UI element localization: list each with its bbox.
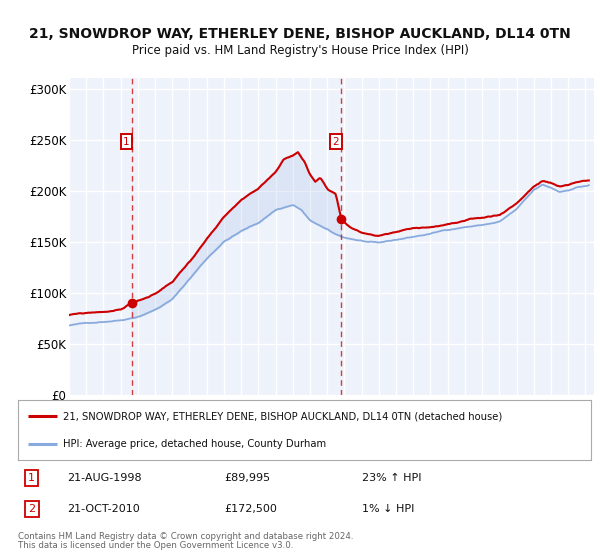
Text: £172,500: £172,500	[224, 505, 277, 515]
Text: 21, SNOWDROP WAY, ETHERLEY DENE, BISHOP AUCKLAND, DL14 0TN: 21, SNOWDROP WAY, ETHERLEY DENE, BISHOP …	[29, 27, 571, 41]
Text: Contains HM Land Registry data © Crown copyright and database right 2024.: Contains HM Land Registry data © Crown c…	[18, 532, 353, 541]
Text: Price paid vs. HM Land Registry's House Price Index (HPI): Price paid vs. HM Land Registry's House …	[131, 44, 469, 57]
Text: 1: 1	[28, 473, 35, 483]
Text: HPI: Average price, detached house, County Durham: HPI: Average price, detached house, Coun…	[62, 439, 326, 449]
Text: 21, SNOWDROP WAY, ETHERLEY DENE, BISHOP AUCKLAND, DL14 0TN (detached house): 21, SNOWDROP WAY, ETHERLEY DENE, BISHOP …	[62, 411, 502, 421]
Text: 1: 1	[123, 137, 130, 147]
Text: 2: 2	[28, 505, 35, 515]
Text: 21-AUG-1998: 21-AUG-1998	[67, 473, 142, 483]
Text: 2: 2	[332, 137, 339, 147]
Text: 21-OCT-2010: 21-OCT-2010	[67, 505, 139, 515]
Text: 23% ↑ HPI: 23% ↑ HPI	[362, 473, 421, 483]
Text: 1% ↓ HPI: 1% ↓ HPI	[362, 505, 414, 515]
Text: £89,995: £89,995	[224, 473, 271, 483]
Text: This data is licensed under the Open Government Licence v3.0.: This data is licensed under the Open Gov…	[18, 541, 293, 550]
